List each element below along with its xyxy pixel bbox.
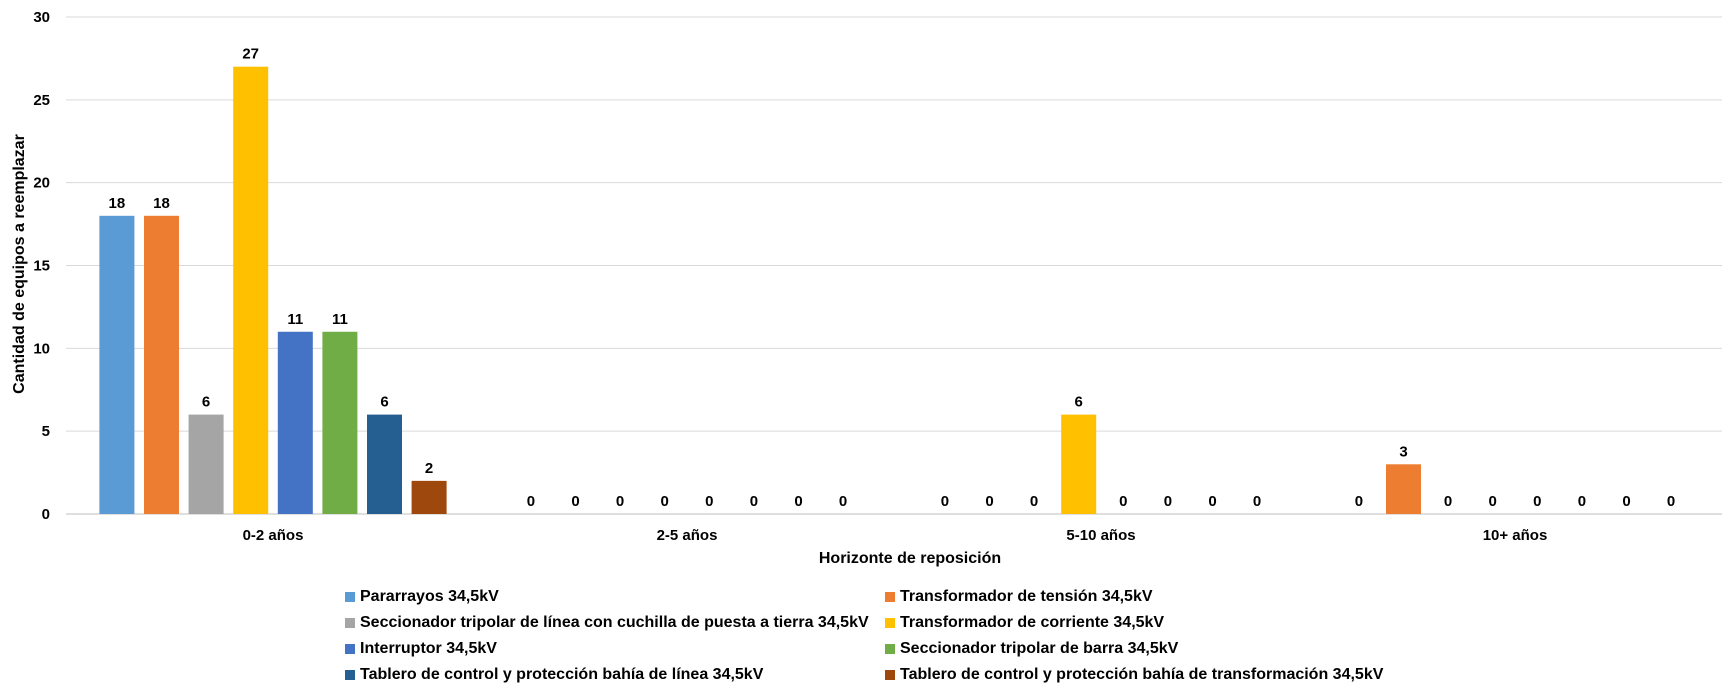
bar — [367, 414, 402, 514]
y-tick-label: 30 — [33, 9, 50, 26]
legend-label: Seccionador tripolar de barra 34,5kV — [900, 640, 1179, 657]
data-label: 0 — [1164, 493, 1172, 510]
data-label: 3 — [1399, 443, 1407, 460]
bar — [233, 66, 269, 514]
legend-label: Tablero de control y protección bahía de… — [360, 666, 764, 683]
y-tick-label: 25 — [33, 92, 50, 109]
y-tick-label: 5 — [42, 423, 50, 440]
data-label: 6 — [1075, 394, 1083, 411]
legend: Pararrayos 34,5kV Transformador de tensió… — [345, 586, 1425, 686]
data-label: 0 — [1578, 493, 1586, 510]
data-label: 0 — [527, 493, 535, 510]
bar — [411, 480, 447, 514]
data-label: 0 — [1355, 493, 1363, 510]
data-label: 6 — [202, 394, 210, 411]
y-axis-title: Cantidad de equipos a reemplazar — [11, 134, 28, 394]
y-tick-label: 15 — [33, 258, 50, 275]
data-label: 0 — [1208, 493, 1216, 510]
x-tick-label: 0-2 años — [243, 527, 304, 544]
legend-item: Transformador de corriente 34,5kV — [885, 612, 1425, 634]
legend-label: Seccionador tripolar de línea con cuchil… — [360, 614, 869, 631]
legend-swatch — [345, 644, 355, 654]
data-label: 0 — [1253, 493, 1261, 510]
bar — [99, 215, 135, 515]
legend-swatch — [885, 592, 895, 602]
bar — [144, 215, 179, 515]
legend-item: Tablero de control y protección bahía de… — [345, 664, 885, 686]
legend-swatch — [885, 618, 895, 628]
legend-item: Tablero de control y protección bahía de… — [885, 664, 1425, 686]
legend-swatch — [345, 592, 355, 602]
data-label: 0 — [705, 493, 713, 510]
data-label: 0 — [1030, 493, 1038, 510]
legend-swatch — [345, 618, 355, 628]
data-label: 0 — [1119, 493, 1127, 510]
y-axis-ticks: 0 5 10 15 20 25 30 — [33, 9, 50, 523]
data-label: 0 — [571, 493, 579, 510]
data-label: 27 — [242, 46, 259, 63]
legend-item: Pararrayos 34,5kV — [345, 586, 885, 608]
data-label: 0 — [1444, 493, 1452, 510]
gridlines — [66, 16, 1722, 515]
data-label: 0 — [1533, 493, 1541, 510]
bar — [188, 414, 224, 514]
data-label: 6 — [380, 394, 388, 411]
x-axis-ticks: 0-2 años 2-5 años 5-10 años 10+ años — [243, 527, 1548, 544]
data-labels: 18 18 6 27 11 11 6 2 0 0 0 0 0 0 0 0 0 0 0 6 0 0 0 0 0 3 0 0 0 0 0 0 — [109, 46, 1676, 510]
data-label: 0 — [941, 493, 949, 510]
legend-label: Transformador de tensión 34,5kV — [900, 588, 1153, 605]
data-label: 2 — [425, 460, 433, 477]
legend-label: Transformador de corriente 34,5kV — [900, 614, 1165, 631]
x-tick-label: 5-10 años — [1066, 527, 1135, 544]
legend-label: Interruptor 34,5kV — [360, 640, 497, 657]
data-label: 18 — [109, 195, 126, 212]
data-label: 0 — [616, 493, 624, 510]
legend-swatch — [885, 644, 895, 654]
data-label: 0 — [839, 493, 847, 510]
data-label: 0 — [1667, 493, 1675, 510]
bar — [1061, 414, 1097, 514]
legend-item: Seccionador tripolar de barra 34,5kV — [885, 638, 1425, 660]
legend-swatch — [885, 670, 895, 680]
data-label: 11 — [332, 311, 348, 328]
data-label: 18 — [153, 195, 170, 212]
legend-swatch — [345, 670, 355, 680]
data-label: 0 — [985, 493, 993, 510]
bar — [322, 331, 358, 514]
bars — [99, 66, 1421, 515]
legend-item: Transformador de tensión 34,5kV — [885, 586, 1425, 608]
legend-label: Pararrayos 34,5kV — [360, 588, 499, 605]
data-label: 0 — [1622, 493, 1630, 510]
y-tick-label: 0 — [42, 506, 50, 523]
data-label: 0 — [1489, 493, 1497, 510]
x-axis-title: Horizonte de reposición — [819, 550, 1001, 567]
x-tick-label: 2-5 años — [657, 527, 718, 544]
legend-item: Interruptor 34,5kV — [345, 638, 885, 660]
bar — [1386, 464, 1421, 514]
data-label: 0 — [661, 493, 669, 510]
legend-item: Seccionador tripolar de línea con cuchil… — [345, 612, 885, 634]
x-tick-label: 10+ años — [1483, 527, 1548, 544]
bar — [277, 331, 313, 514]
data-label: 11 — [287, 311, 303, 328]
data-label: 0 — [794, 493, 802, 510]
y-tick-label: 20 — [33, 175, 50, 192]
y-tick-label: 10 — [33, 340, 50, 357]
legend-label: Tablero de control y protección bahía de… — [900, 666, 1384, 683]
data-label: 0 — [750, 493, 758, 510]
